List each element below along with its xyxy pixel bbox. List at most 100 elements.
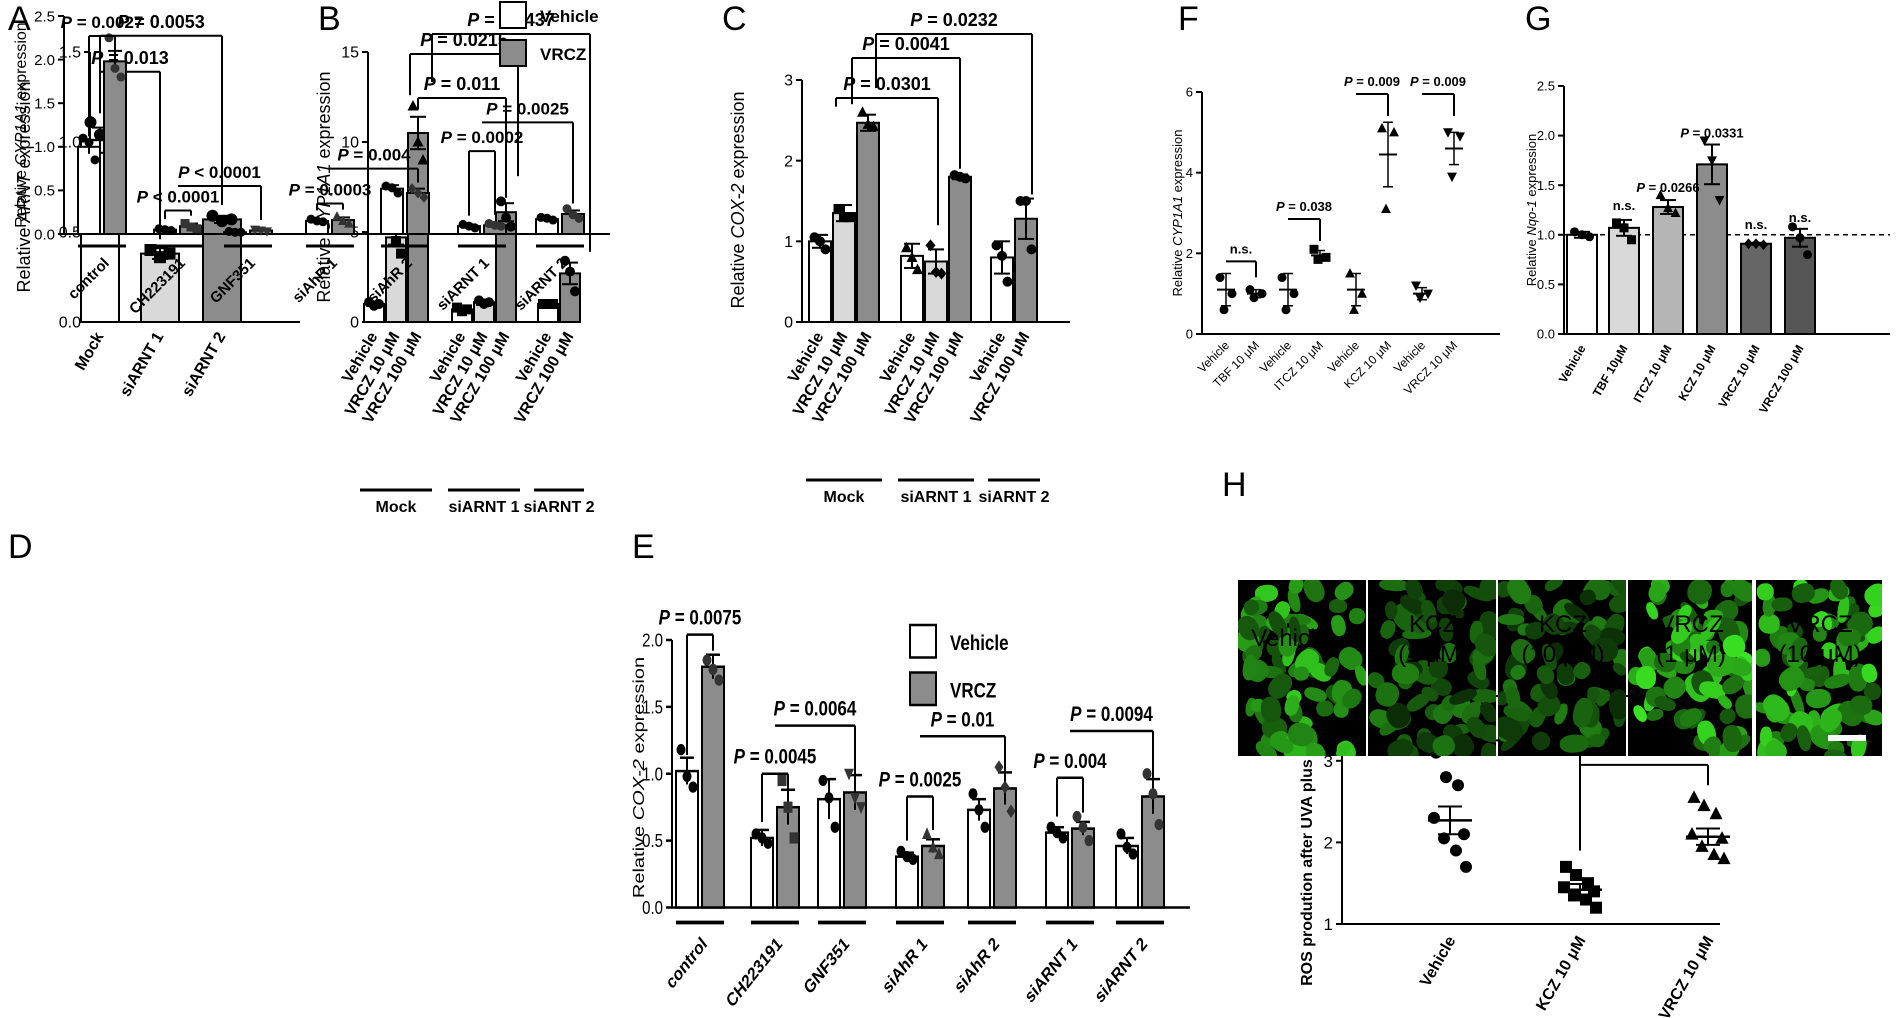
x-tick-label: siAhR 2: [364, 255, 416, 307]
panel-label-a: A: [8, 0, 31, 38]
p-value-label: P = 0.0025: [879, 769, 962, 792]
data-point: [225, 213, 238, 226]
data-point: [850, 792, 860, 805]
data-point: [1227, 289, 1237, 299]
x-tick-label: control: [663, 933, 711, 993]
data-point: [1560, 860, 1572, 873]
data-point: [1612, 218, 1621, 228]
data-point: [906, 251, 918, 262]
legend-swatch: [909, 623, 937, 659]
data-point: [908, 853, 918, 865]
data-point: [318, 217, 328, 227]
data-point: [824, 792, 834, 804]
data-point: [391, 236, 401, 246]
data-point: [960, 173, 971, 184]
data-point: [186, 222, 196, 232]
group-label: siARNT 1: [900, 489, 971, 506]
cell: [1352, 664, 1366, 688]
cell: [1756, 582, 1774, 601]
p-value-label: n.s.: [1613, 198, 1635, 213]
data-point: [154, 251, 166, 264]
data-point: [1000, 780, 1010, 794]
group-label: Mock: [376, 499, 417, 516]
data-point: [144, 244, 157, 256]
y-tick-label: 0.0: [642, 897, 663, 918]
data-point: [702, 654, 712, 666]
data-point: [110, 63, 120, 73]
y-tick-label: 1: [1324, 915, 1333, 934]
p-value-label: P = 0.0041: [862, 34, 950, 54]
y-tick-label: 4: [1186, 165, 1193, 180]
x-tick-label: VRCZ 10 μM: [1715, 343, 1762, 411]
data-point: [1281, 305, 1291, 315]
micrograph-label-vehicle: Vehicle: [1251, 625, 1329, 652]
data-point: [1313, 254, 1323, 264]
data-point: [1458, 828, 1470, 841]
data-point: [1570, 227, 1579, 237]
y-tick-label: 0.5: [642, 831, 663, 852]
cell: [1607, 688, 1626, 720]
data-point: [501, 212, 511, 223]
y-tick-label: 10: [341, 135, 359, 152]
data-point: [1289, 289, 1299, 299]
data-point: [856, 802, 866, 814]
cell: [1588, 734, 1605, 748]
data-point: [1627, 235, 1636, 245]
cell: [1528, 727, 1555, 754]
data-point: [1428, 811, 1440, 824]
data-point: [262, 227, 272, 237]
data-point: [1411, 281, 1421, 291]
group-label: siARNT 2: [523, 499, 594, 516]
y-tick-label: 0: [784, 315, 793, 332]
chart-e: 0.0 0.5 1.0 1.5 2.0 control CH223191 GNF351 siAh…: [630, 607, 1190, 1011]
data-point: [1257, 289, 1267, 299]
chart-d: 0.0 0.5 1.0 1.5 2.0 2.5 control CH223191 GNF351 s…: [13, 1, 610, 318]
legend-label: Vehicle: [950, 632, 1009, 655]
data-point: [1381, 203, 1391, 214]
data-point: [994, 760, 1004, 774]
data-point: [1438, 832, 1450, 845]
y-tick-label: 2: [1186, 246, 1193, 261]
data-point: [708, 663, 718, 676]
data-point: [1455, 132, 1465, 142]
data-point: [714, 674, 724, 686]
data-point: [1006, 804, 1016, 818]
data-point: [1580, 893, 1592, 906]
data-point: [574, 213, 584, 223]
data-point: [1447, 172, 1457, 183]
data-point: [1585, 232, 1594, 242]
p-value-label: P = 0.0075: [659, 607, 742, 630]
y-tick-label: 2: [784, 153, 793, 170]
data-point: [1309, 244, 1319, 254]
data-point: [407, 183, 417, 195]
data-point: [830, 821, 840, 833]
p-value-label: P = 0.0064: [774, 698, 857, 721]
data-point: [216, 215, 228, 228]
data-point: [991, 240, 1002, 251]
cell: [1328, 599, 1347, 614]
data-point: [783, 801, 793, 813]
micrograph-label-kcz-10: KCZ (10 μM): [1521, 611, 1605, 668]
data-point: [374, 299, 384, 309]
data-point: [833, 204, 844, 215]
data-point: [1714, 196, 1725, 206]
data-point: [413, 187, 423, 199]
legend-label: VRCZ: [540, 45, 586, 64]
data-point: [1697, 798, 1711, 812]
data-point: [1687, 790, 1701, 803]
p-value-label: P = 0.004: [337, 146, 411, 165]
data-point: [1321, 252, 1331, 262]
data-point: [1415, 293, 1425, 304]
p-value-label: P < 0.0001: [137, 187, 220, 206]
data-point: [192, 224, 202, 234]
data-point: [236, 227, 246, 237]
bar: [1696, 163, 1728, 335]
cell: [1636, 666, 1657, 690]
p-value-label: n.s.: [1745, 217, 1767, 232]
plot-area: 0.0 0.5 1.0 1.5 2.0 2.5 control CH223191 GNF351 s…: [13, 1, 610, 318]
data-point: [1002, 276, 1013, 287]
data-point: [1440, 771, 1452, 784]
data-point: [1058, 832, 1068, 844]
